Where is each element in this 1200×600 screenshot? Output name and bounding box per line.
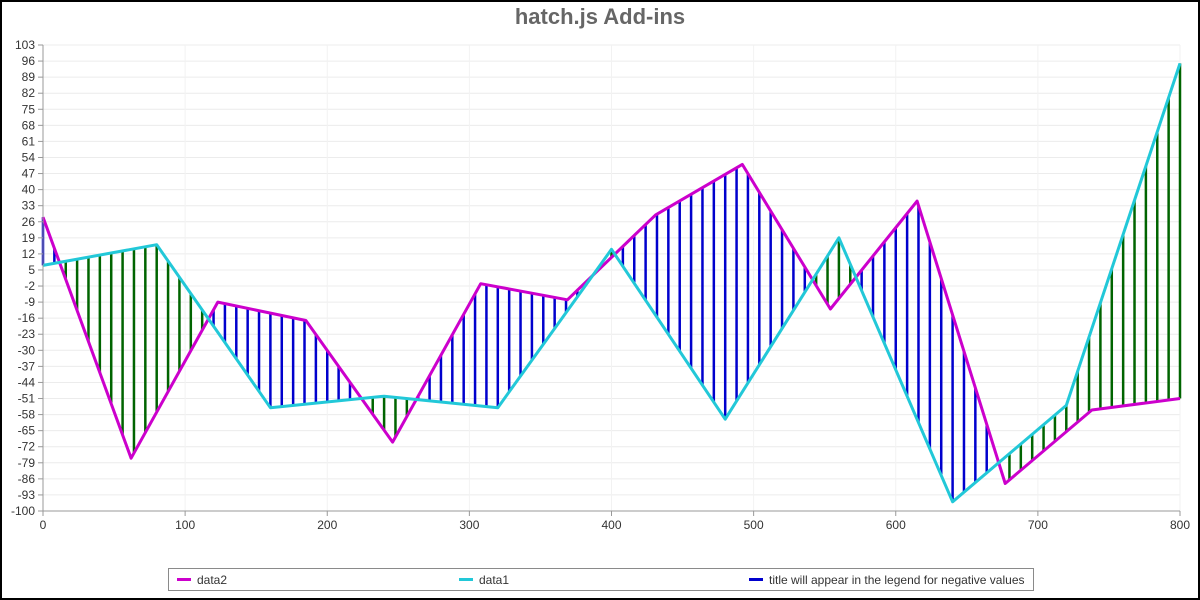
x-tick-label: 600 [886,518,906,532]
y-tick-label: 33 [22,199,36,213]
legend-swatch [177,578,191,581]
y-tick-label: 54 [22,150,36,164]
y-tick-label: -9 [24,295,35,309]
y-tick-label: -93 [18,488,36,502]
legend-label: title will appear in the legend for nega… [769,572,1025,587]
series-line-data1 [42,62,1182,504]
y-tick-label: -30 [18,343,36,357]
x-tick-label: 400 [601,518,621,532]
chart-title: hatch.js Add-ins [514,4,686,29]
y-tick-label: 61 [22,134,36,148]
series-lines [41,62,1182,504]
hatch-fill [41,63,1182,502]
y-tick-label: -2 [24,279,35,293]
legend-label: data1 [479,572,510,587]
legend-swatch [749,578,763,581]
y-tick-label: -100 [11,504,35,518]
x-tick-label: 800 [1170,518,1190,532]
legend: data2 data1 title will appear in the leg… [168,568,1034,591]
x-tick-label: 300 [459,518,479,532]
y-tick-label: 96 [22,54,36,68]
y-tick-label: -16 [18,311,36,325]
y-tick-label: 68 [22,118,36,132]
x-tick-label: 200 [317,518,337,532]
y-tick-label: -79 [18,456,36,470]
x-tick-label: 100 [175,518,195,532]
y-tick-label: 103 [15,38,35,52]
y-tick-label: 75 [22,102,36,116]
y-tick-label: 5 [28,263,35,277]
x-tick-label: 500 [744,518,764,532]
y-tick-label: 47 [22,167,36,181]
y-tick-label: -58 [18,408,36,422]
y-tick-label: -23 [18,327,36,341]
y-tick-label: -37 [18,359,36,373]
legend-swatch [459,578,473,581]
legend-item-data2[interactable]: data2 [177,569,227,590]
axes: 103 96 89 82 75 68 61 54 47 40 33 26 19 12 5 -2 -9 -16 -23… [11,38,1190,532]
y-tick-label: 40 [22,183,36,197]
y-tick-label: -65 [18,424,36,438]
legend-item-data1[interactable]: data1 [459,569,509,590]
y-tick-label: -72 [18,440,36,454]
legend-label: data2 [197,572,228,587]
y-tick-label: 82 [22,86,36,100]
y-tick-label: 89 [22,70,36,84]
y-tick-label: -51 [18,392,36,406]
y-tick-label: -44 [18,375,36,389]
y-tick-label: 26 [22,215,36,229]
series-line-data2 [41,162,1181,485]
y-tick-label: 19 [22,231,36,245]
legend-item-negative[interactable]: title will appear in the legend for nega… [749,569,1025,590]
x-tick-label: 0 [40,518,47,532]
y-tick-label: 12 [22,247,36,261]
x-tick-label: 700 [1028,518,1048,532]
y-tick-label: -86 [18,472,36,486]
grid [42,44,1181,512]
